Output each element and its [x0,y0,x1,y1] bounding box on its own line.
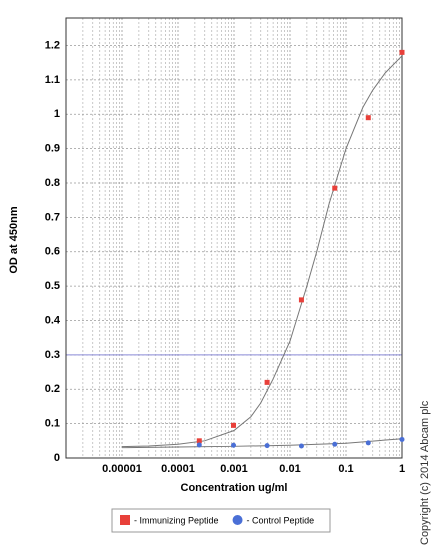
y-tick-label: 0.2 [45,383,60,395]
legend-marker [232,515,243,525]
legend-box [111,508,331,533]
point [399,436,405,442]
fit-curve [121,438,403,449]
legend-label: - Immunizing Peptide [134,515,219,525]
x-tick-label: 1 [399,463,405,475]
point [264,379,270,385]
y-tick-label: 0.3 [45,349,60,361]
y-axis-label: OD at 450nm [8,206,20,273]
x-tick-label: 0.1 [338,463,353,475]
y-tick-label: 0.9 [45,143,60,155]
point [196,438,202,444]
point [332,185,338,191]
x-tick-label: 0.01 [279,463,300,475]
y-tick-label: 0.4 [45,314,61,326]
plot-frame [65,17,403,459]
y-tick-label: 0.7 [45,211,60,223]
point [332,441,338,447]
legend-marker [120,515,130,525]
y-tick-label: 0.5 [45,280,60,292]
copyright: Copyright (c) 2014 Abcam plc [419,400,431,545]
point [264,443,270,449]
legend-label: - Control Peptide [247,515,315,525]
point [298,297,304,303]
point [298,443,304,449]
y-tick-label: 0 [54,452,60,464]
x-axis-label: Concentration ug/ml [181,482,288,494]
point [231,442,237,448]
y-tick-label: 1.1 [45,74,60,86]
y-tick-label: 0.1 [45,418,60,430]
y-tick-label: 1.2 [45,39,60,51]
x-tick-label: 0.001 [220,463,248,475]
point [399,49,405,55]
x-tick-label: 0.0001 [161,463,195,475]
fit-curve [121,55,403,448]
y-tick-label: 0.8 [45,177,60,189]
point [365,440,371,446]
point [196,442,202,448]
x-tick-label: 0.00001 [102,463,142,475]
point [231,422,237,428]
y-tick-label: 1 [54,108,60,120]
y-tick-label: 0.6 [45,246,60,258]
point [365,115,371,121]
